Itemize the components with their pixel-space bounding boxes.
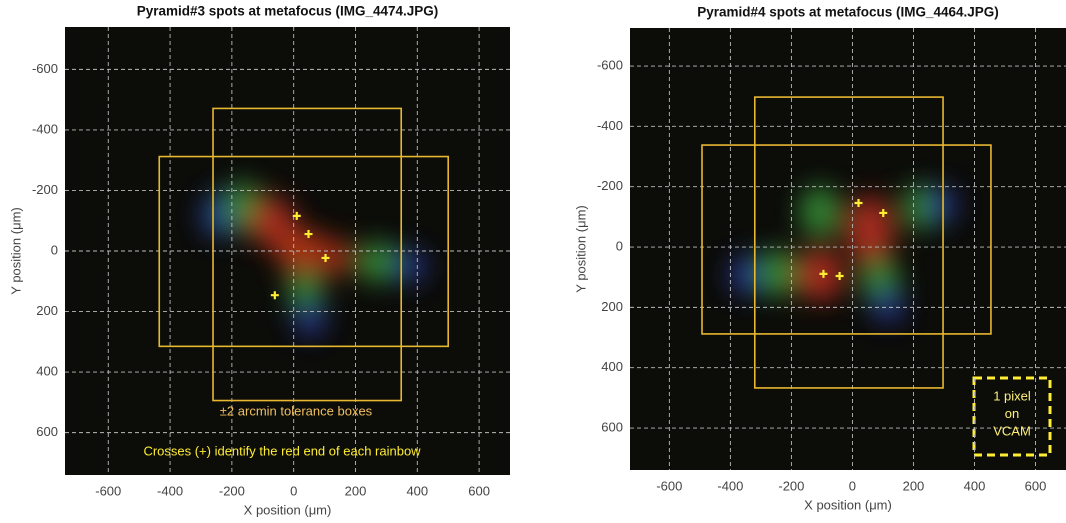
pixel-box (972, 376, 1052, 457)
x-axis-label: X position (μm) (804, 497, 892, 512)
y-tick-label: 200 (36, 303, 58, 318)
x-axis-label: X position (μm) (244, 502, 332, 517)
y-tick-label: 0 (616, 238, 623, 253)
tolerance-box (701, 144, 992, 335)
y-tick-label: 400 (601, 359, 623, 374)
y-tick-label: -400 (32, 121, 58, 136)
cross-marker (835, 272, 844, 281)
x-tick-label: -400 (717, 478, 743, 493)
y-tick-label: -200 (597, 178, 623, 193)
image-background (630, 28, 1066, 470)
cross-marker (879, 208, 888, 217)
y-tick-label: 0 (51, 242, 58, 257)
y-tick-label: 200 (601, 299, 623, 314)
tolerance-box (212, 107, 403, 402)
y-tick-label: -400 (597, 118, 623, 133)
y-tick-label: -600 (32, 61, 58, 76)
x-tick-label: 600 (1025, 478, 1047, 493)
y-tick-label: 400 (36, 364, 58, 379)
cross-marker (292, 211, 301, 220)
annotation: ±2 arcmin tolerance boxes (220, 403, 373, 418)
x-tick-label: -200 (219, 483, 245, 498)
y-axis-label: Y position (μm) (8, 207, 23, 294)
cross-marker (321, 253, 330, 262)
y-axis-label: Y position (μm) (573, 205, 588, 292)
x-tick-label: 600 (468, 483, 490, 498)
x-tick-label: 0 (290, 483, 297, 498)
annotation: 1 pixel (993, 388, 1031, 403)
x-tick-label: -200 (778, 478, 804, 493)
y-tick-label: -600 (597, 57, 623, 72)
cross-marker (854, 198, 863, 207)
x-tick-label: -600 (656, 478, 682, 493)
x-tick-label: 400 (406, 483, 428, 498)
chart-title: Pyramid#3 spots at metafocus (IMG_4474.J… (137, 4, 439, 19)
cross-marker (304, 230, 313, 239)
y-tick-label: 600 (601, 420, 623, 435)
tolerance-box (158, 155, 449, 348)
x-tick-label: 0 (849, 478, 856, 493)
y-tick-label: -200 (32, 182, 58, 197)
x-tick-label: 200 (903, 478, 925, 493)
x-tick-label: 200 (345, 483, 367, 498)
annotation: VCAM (993, 423, 1031, 438)
cross-marker (819, 269, 828, 278)
annotation: Crosses (+) identify the red end of each… (143, 443, 421, 458)
cross-marker (270, 291, 279, 300)
annotation: on (1005, 406, 1019, 421)
y-tick-label: 600 (36, 424, 58, 439)
chart-title: Pyramid#4 spots at metafocus (IMG_4464.J… (697, 5, 999, 20)
tolerance-box (753, 96, 944, 389)
x-tick-label: 400 (964, 478, 986, 493)
x-tick-label: -600 (95, 483, 121, 498)
x-tick-label: -400 (157, 483, 183, 498)
